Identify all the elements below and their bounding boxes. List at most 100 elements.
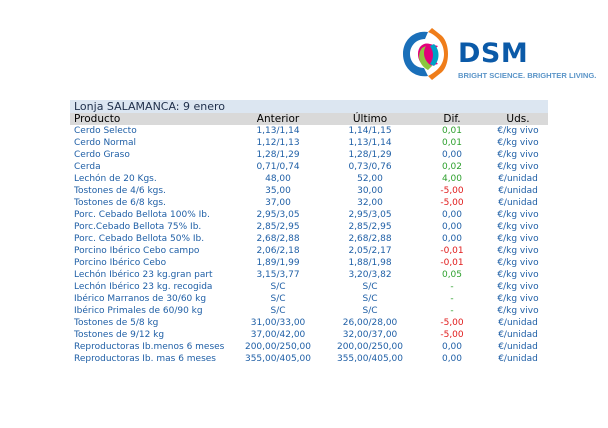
header-anterior: Anterior — [256, 113, 300, 125]
cell-producto: Porc.Cebado Bellota 75% Ib. — [74, 222, 202, 232]
cell-producto: Cerdo Normal — [74, 138, 137, 148]
cell-anterior: 1,28/1,29 — [256, 150, 300, 160]
cell-ultimo: 1,88/1,98 — [348, 258, 392, 268]
cell-ultimo: 1,28/1,29 — [348, 150, 392, 160]
dsm-logo-icon — [403, 28, 448, 80]
cell-dif: -5,00 — [440, 318, 464, 328]
cell-dif: -5,00 — [440, 330, 464, 340]
cell-uds: €/unidad — [498, 330, 538, 340]
cell-uds: €/unidad — [498, 342, 538, 352]
cell-uds: €/kg vivo — [497, 150, 539, 160]
cell-ultimo: 2,68/2,88 — [348, 234, 392, 244]
cell-producto: Tostones de 9/12 kg — [74, 330, 165, 340]
cell-ultimo: S/C — [362, 282, 378, 292]
cell-anterior: 2,95/3,05 — [256, 210, 300, 220]
cell-anterior: 31,00/33,00 — [250, 318, 306, 328]
table-row: Porcino Ibérico Cebo 1,89/1,99 1,88/1,98 -0… — [70, 257, 548, 269]
cell-dif: 0,05 — [441, 270, 463, 280]
table-row: Lechón de 20 Kgs. 48,00 52,00 4,00 €/unidad — [70, 173, 548, 185]
table-row: Cerda 0,71/0,74 0,73/0,76 0,02 €/kg vivo — [70, 161, 548, 173]
cell-anterior: 1,89/1,99 — [256, 258, 300, 268]
table-row: Lechón Ibérico 23 kg.gran part 3,15/3,77 3… — [70, 269, 548, 281]
cell-anterior: 2,06/2,18 — [256, 246, 300, 256]
cell-dif: 4,00 — [441, 174, 463, 184]
cell-producto: Ibérico Marranos de 30/60 kg — [74, 294, 207, 304]
cell-anterior: 48,00 — [265, 174, 291, 184]
cell-ultimo: 3,20/3,82 — [348, 270, 392, 280]
table-row: Ibérico Marranos de 30/60 kg S/C S/C - €/kg … — [70, 293, 548, 305]
cell-producto: Tostones de 6/8 kgs. — [74, 198, 166, 208]
cell-dif: - — [450, 294, 454, 304]
table-header: Producto Anterior Último Dif. Uds. — [70, 113, 548, 125]
cell-producto: Cerdo Selecto — [74, 126, 137, 136]
cell-dif: 0,00 — [441, 354, 463, 364]
cell-anterior: 1,13/1,14 — [256, 126, 300, 136]
cell-producto: Lechón Ibérico 23 kg.gran part — [74, 270, 213, 280]
cell-producto: Cerda — [74, 162, 101, 172]
cell-ultimo: 1,13/1,14 — [348, 138, 392, 148]
cell-anterior: 2,85/2,95 — [256, 222, 300, 232]
header-uds: Uds. — [506, 113, 530, 125]
cell-producto: Tostones de 5/8 kg — [74, 318, 159, 328]
header-ultimo: Último — [352, 113, 388, 125]
cell-dif: -5,00 — [440, 186, 464, 196]
cell-ultimo: 2,95/3,05 — [348, 210, 392, 220]
table-row: Porcino Ibérico Cebo campo 2,06/2,18 2,05/… — [70, 245, 548, 257]
cell-ultimo: 32,00 — [357, 198, 383, 208]
cell-ultimo: 52,00 — [357, 174, 383, 184]
cell-dif: 0,00 — [441, 222, 463, 232]
cell-producto: Porc. Cebado Bellota 100% Ib. — [74, 210, 210, 220]
header-dif: Dif. — [443, 113, 461, 125]
table-row: Tostones de 9/12 kg 37,00/42,00 32,00/37,0… — [70, 329, 548, 341]
table-row: Tostones de 5/8 kg 31,00/33,00 26,00/28,00… — [70, 317, 548, 329]
cell-anterior: 2,68/2,88 — [256, 234, 300, 244]
cell-anterior: S/C — [270, 306, 286, 316]
cell-dif: - — [450, 306, 454, 316]
cell-uds: €/kg vivo — [497, 138, 539, 148]
cell-uds: €/kg vivo — [497, 258, 539, 268]
dsm-logo: DSM BRIGHT SCIENCE. BRIGHTER LIVING. — [398, 24, 598, 84]
cell-uds: €/kg vivo — [497, 162, 539, 172]
table-title: Lonja SALAMANCA: 9 enero — [70, 100, 548, 113]
cell-ultimo: 200,00/250,00 — [336, 342, 403, 352]
cell-uds: €/kg vivo — [497, 294, 539, 304]
cell-uds: €/unidad — [498, 186, 538, 196]
table-row: Lechón Ibérico 23 kg. recogida S/C S/C - €/k… — [70, 281, 548, 293]
table-row: Ibérico Primales de 60/90 kg S/C S/C - €/kg … — [70, 305, 548, 317]
cell-anterior: 0,71/0,74 — [256, 162, 300, 172]
cell-dif: 0,00 — [441, 210, 463, 220]
table-row: Porc. Cebado Bellota 100% Ib. 2,95/3,05 2,… — [70, 209, 548, 221]
cell-dif: 0,00 — [441, 342, 463, 352]
table-row: Cerdo Selecto 1,13/1,14 1,14/1,15 0,01 €/kg … — [70, 125, 548, 137]
cell-producto: Tostones de 4/6 kgs. — [74, 186, 166, 196]
cell-uds: €/kg vivo — [497, 234, 539, 244]
cell-uds: €/unidad — [498, 318, 538, 328]
cell-dif: - — [450, 282, 454, 292]
cell-producto: Porcino Ibérico Cebo — [74, 258, 167, 268]
cell-producto: Porcino Ibérico Cebo campo — [74, 246, 200, 256]
table-row: Tostones de 6/8 kgs. 37,00 32,00 -5,00 €/uni… — [70, 197, 548, 209]
cell-anterior: 35,00 — [265, 186, 291, 196]
dsm-logo-tagline: BRIGHT SCIENCE. BRIGHTER LIVING. — [458, 71, 597, 80]
cell-anterior: 1,12/1,13 — [256, 138, 300, 148]
cell-dif: -5,00 — [440, 198, 464, 208]
cell-dif: 0,00 — [441, 234, 463, 244]
cell-dif: 0,02 — [441, 162, 463, 172]
table-row: Tostones de 4/6 kgs. 35,00 30,00 -5,00 €/uni… — [70, 185, 548, 197]
cell-ultimo: 26,00/28,00 — [342, 318, 398, 328]
table-row: Porc.Cebado Bellota 75% Ib. 2,85/2,95 2,85… — [70, 221, 548, 233]
cell-producto: Reproductoras Ib.menos 6 meses — [74, 342, 225, 352]
cell-uds: €/kg vivo — [497, 282, 539, 292]
cell-anterior: S/C — [270, 294, 286, 304]
cell-producto: Reproductoras Ib. mas 6 meses — [74, 354, 217, 364]
cell-ultimo: 2,05/2,17 — [348, 246, 392, 256]
cell-ultimo: 2,85/2,95 — [348, 222, 392, 232]
cell-dif: -0,01 — [440, 258, 464, 268]
cell-uds: €/unidad — [498, 174, 538, 184]
table-row: Cerdo Graso 1,28/1,29 1,28/1,29 0,00 €/kg vi… — [70, 149, 548, 161]
cell-ultimo: 355,00/405,00 — [336, 354, 403, 364]
table-body: Cerdo Selecto 1,13/1,14 1,14/1,15 0,01 €/kg … — [70, 125, 548, 365]
cell-producto: Porc. Cebado Bellota 50% Ib. — [74, 234, 205, 244]
cell-ultimo: 32,00/37,00 — [342, 330, 398, 340]
header-producto: Producto — [74, 113, 121, 125]
